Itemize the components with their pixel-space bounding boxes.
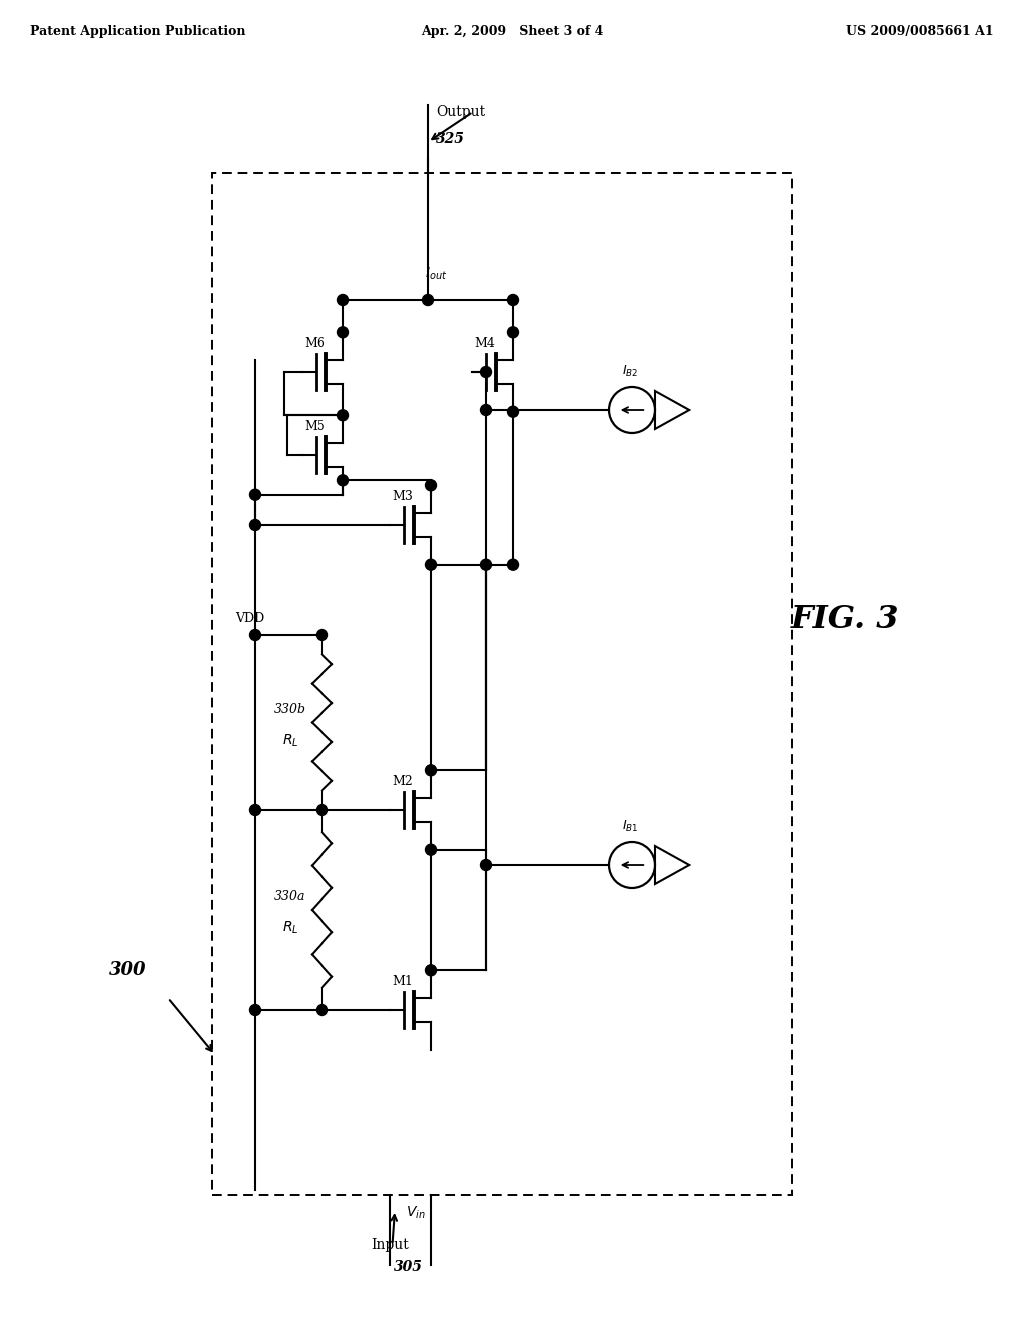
Circle shape [508,327,518,338]
Circle shape [338,327,348,338]
Circle shape [426,965,436,975]
Text: M3: M3 [392,490,413,503]
Circle shape [338,294,348,305]
Text: 330a: 330a [274,891,306,903]
Circle shape [250,490,260,500]
Circle shape [480,367,492,378]
Circle shape [508,560,518,570]
Circle shape [250,520,260,531]
Circle shape [250,1005,260,1015]
Text: 325: 325 [436,132,465,147]
Text: $I_{out}$: $I_{out}$ [425,265,447,282]
Text: $R_L$: $R_L$ [282,920,298,936]
Circle shape [338,475,348,486]
Circle shape [338,409,348,421]
Text: M2: M2 [392,775,413,788]
Text: Output: Output [436,106,485,119]
Circle shape [426,764,436,776]
Circle shape [316,630,328,640]
Text: Input: Input [372,1238,410,1251]
Bar [212,173,792,1195]
Text: M4: M4 [474,337,495,350]
Text: VDD: VDD [236,612,264,624]
Circle shape [480,404,492,416]
Text: $V_{in}$: $V_{in}$ [406,1205,425,1221]
Circle shape [426,560,436,570]
Text: M1: M1 [392,975,413,987]
Circle shape [250,804,260,816]
Circle shape [250,630,260,640]
Text: $R_L$: $R_L$ [282,733,298,748]
Circle shape [508,407,518,417]
Text: M5: M5 [304,420,325,433]
Circle shape [426,479,436,491]
Text: 305: 305 [394,1261,423,1274]
Text: $I_{B2}$: $I_{B2}$ [622,364,638,379]
Circle shape [316,804,328,816]
Circle shape [480,859,492,870]
Circle shape [508,294,518,305]
Text: FIG. 3: FIG. 3 [791,605,899,635]
Circle shape [480,560,492,570]
Text: 300: 300 [110,961,146,979]
Text: US 2009/0085661 A1: US 2009/0085661 A1 [847,25,994,38]
Text: M6: M6 [304,337,325,350]
Circle shape [426,845,436,855]
Text: Apr. 2, 2009   Sheet 3 of 4: Apr. 2, 2009 Sheet 3 of 4 [421,25,603,38]
Text: $I_{B1}$: $I_{B1}$ [622,818,638,834]
Circle shape [316,1005,328,1015]
Text: 330b: 330b [274,704,306,715]
Circle shape [423,294,433,305]
Text: Patent Application Publication: Patent Application Publication [30,25,246,38]
